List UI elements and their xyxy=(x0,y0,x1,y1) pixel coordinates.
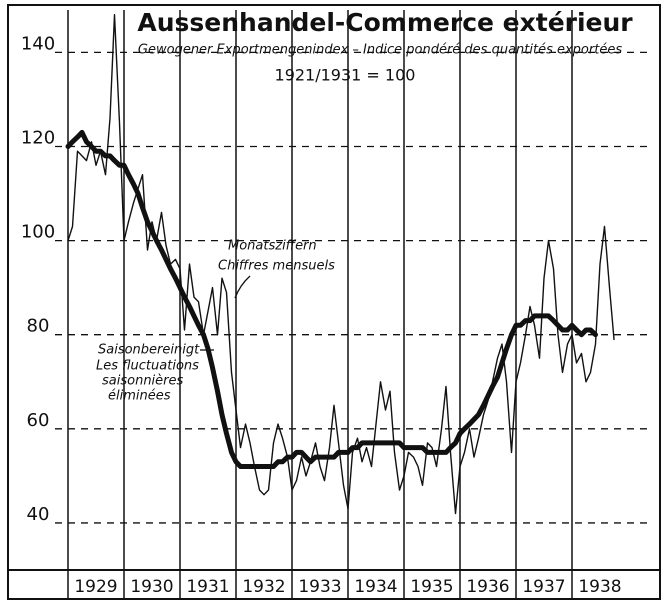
y-tick-label: 40 xyxy=(27,504,50,525)
x-tick-label: 1930 xyxy=(130,577,173,597)
frame xyxy=(7,4,661,600)
y-tick-label: 60 xyxy=(27,410,50,431)
y-tick-label: 140 xyxy=(21,33,55,54)
arrow xyxy=(234,275,251,299)
x-tick-label: 1938 xyxy=(578,577,621,597)
annotation: saisonnières xyxy=(102,374,184,389)
y-tick-label: 80 xyxy=(27,316,50,337)
annotation: Les fluctuations xyxy=(96,359,199,374)
chart-title: Aussenhandel-Commerce extérieur xyxy=(137,8,633,37)
base-note: 1921/1931 = 100 xyxy=(275,66,416,85)
series-line xyxy=(67,14,615,515)
x-tick-label: 1936 xyxy=(466,577,509,597)
annotation: Monatsziffern xyxy=(228,239,317,254)
chart-subtitle: Gewogener Exportmengenindex – Indice pon… xyxy=(138,43,622,58)
x-tick-label: 1934 xyxy=(354,577,397,597)
y-tick-label: 120 xyxy=(21,127,55,148)
x-tick-label: 1933 xyxy=(298,577,341,597)
series-line xyxy=(65,129,598,469)
x-tick-label: 1932 xyxy=(242,577,285,597)
annotation: éliminées xyxy=(108,389,171,404)
x-tick-label: 1931 xyxy=(186,577,229,597)
annotation: Saisonbereinigt xyxy=(98,343,200,358)
annotation: Chiffres mensuels xyxy=(218,259,335,274)
y-tick-label: 100 xyxy=(21,222,55,243)
x-tick-label: 1929 xyxy=(74,577,117,597)
x-tick-label: 1935 xyxy=(410,577,453,597)
x-tick-label: 1937 xyxy=(522,577,565,597)
